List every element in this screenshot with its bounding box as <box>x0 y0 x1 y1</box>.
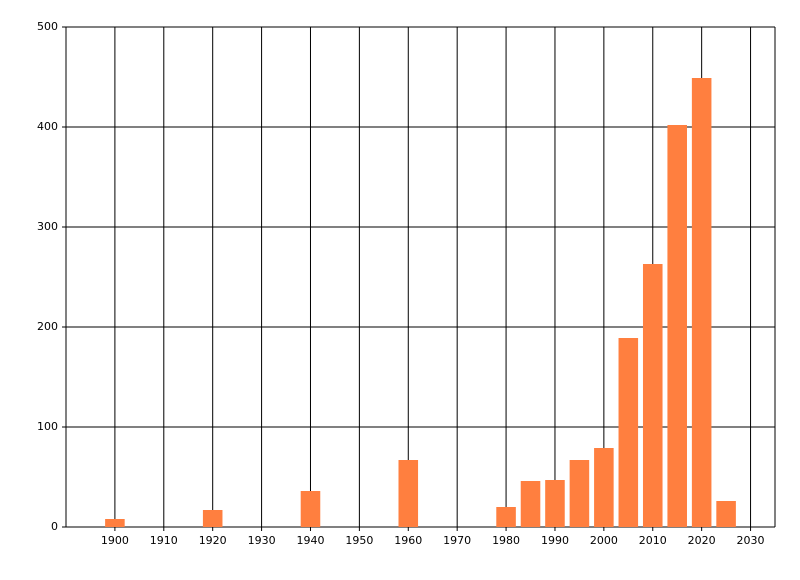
bar <box>667 125 687 527</box>
x-tick-label: 1940 <box>296 534 324 547</box>
x-tick-label: 1900 <box>101 534 129 547</box>
y-tick-label: 300 <box>37 220 58 233</box>
x-tick-label: 1990 <box>541 534 569 547</box>
bar <box>496 507 516 527</box>
x-tick-label: 1930 <box>248 534 276 547</box>
x-tick-label: 2010 <box>639 534 667 547</box>
x-tick-label: 1950 <box>345 534 373 547</box>
x-tick-label: 1980 <box>492 534 520 547</box>
y-tick-label: 0 <box>51 520 58 533</box>
bar <box>202 510 223 527</box>
bar <box>691 78 712 527</box>
bar <box>105 519 125 527</box>
x-tick-label: 2020 <box>688 534 716 547</box>
bar <box>642 264 663 527</box>
x-tick-label: 2030 <box>737 534 765 547</box>
x-tick-label: 2000 <box>590 534 618 547</box>
bar <box>520 481 541 527</box>
bar <box>398 460 419 527</box>
bar <box>545 480 565 527</box>
bar <box>569 460 590 527</box>
bar <box>618 338 639 527</box>
x-tick-label: 1970 <box>443 534 471 547</box>
x-tick-label: 1960 <box>394 534 422 547</box>
y-tick-label: 400 <box>37 120 58 133</box>
bar <box>716 501 736 527</box>
y-tick-label: 200 <box>37 320 58 333</box>
x-tick-label: 1920 <box>199 534 227 547</box>
bar <box>594 448 614 527</box>
x-tick-label: 1910 <box>150 534 178 547</box>
y-tick-label: 500 <box>37 20 58 33</box>
bar <box>300 491 321 527</box>
y-tick-label: 100 <box>37 420 58 433</box>
